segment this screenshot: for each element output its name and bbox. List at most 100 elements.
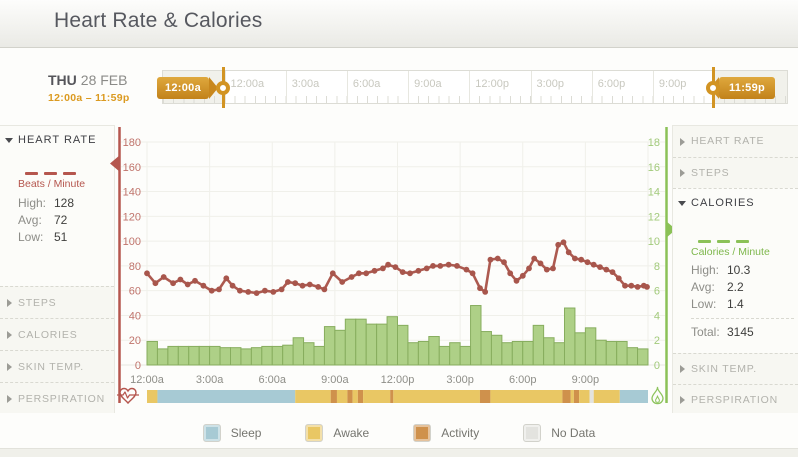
right-axis: 0 2 4 6 8 10 12 14 16 18 <box>648 137 660 372</box>
svg-text:6:00p: 6:00p <box>509 374 537 386</box>
svg-text:12:00p: 12:00p <box>381 374 415 386</box>
stat-value: 3145 <box>727 325 754 339</box>
slider-tick-label: 12:00p <box>475 78 509 90</box>
legend-item-nodata: No Data <box>523 424 595 442</box>
stat-label: High: <box>18 195 47 210</box>
slider-tick-label: 6:00a <box>352 78 381 90</box>
svg-text:20: 20 <box>129 335 141 347</box>
slider-gridline <box>530 71 532 103</box>
stat-value: 10.3 <box>727 262 751 277</box>
sidebar-item-label: HEART RATE <box>691 135 765 147</box>
chart: 0 20 40 60 80 100 120 140 160 180 0 2 4 6 8 10 12 14 16 18 1… <box>110 127 676 405</box>
legend-label: No Data <box>551 426 596 440</box>
calories-stats: High: 10.3 Avg: 2.2 Low: 1.4 Total: 3145 <box>691 261 794 341</box>
slider-gridline <box>591 71 593 103</box>
sidebar-item-skin-temp[interactable]: SKIN TEMP. <box>0 350 114 382</box>
sidebar-item-calories[interactable]: CALORIES <box>0 318 114 350</box>
right-sidebar: HEART RATE STEPS CALORIES Calories / Minu… <box>672 125 798 413</box>
svg-text:80: 80 <box>129 261 141 273</box>
legend-label: Activity <box>441 426 480 440</box>
sidebar-item-label: PERSPIRATION <box>691 394 779 406</box>
sidebar-item-heart-rate[interactable]: HEART RATE <box>673 126 798 157</box>
legend-swatch-activity <box>413 424 432 442</box>
time-slider-minor-ticks <box>163 96 787 103</box>
expand-arrow-icon <box>680 137 685 146</box>
expand-arrow-icon <box>7 362 12 371</box>
sidebar-item-steps[interactable]: STEPS <box>0 286 114 318</box>
slider-end-badge[interactable]: 11:59p <box>710 77 775 99</box>
time-slider-track[interactable]: 12:00a 3:00a 6:00a 9:00a 12:00p 3:00p 6:00p 9:0… <box>157 67 788 108</box>
stat-value: 128 <box>54 195 75 210</box>
svg-text:10: 10 <box>648 236 660 248</box>
stat-value: 2.2 <box>727 279 744 294</box>
legend-item-awake: Awake <box>305 424 369 442</box>
sidebar-item-steps[interactable]: STEPS <box>673 157 798 188</box>
svg-text:60: 60 <box>129 286 141 298</box>
stat-label: Total: <box>691 325 720 339</box>
svg-text:180: 180 <box>123 137 141 149</box>
svg-text:4: 4 <box>654 310 660 322</box>
sidebar-item-perspiration[interactable]: PERSPIRATION <box>0 382 114 414</box>
heart-rate-stats: High: 128 Avg: 72 Low: 51 <box>18 194 110 245</box>
legend-swatch-awake <box>305 424 324 442</box>
sidebar-item-label: CALORIES <box>18 329 78 341</box>
right-sidebar-items-top: HEART RATE STEPS <box>673 126 798 188</box>
legend-label: Awake <box>333 426 370 440</box>
slider-gridline <box>469 71 471 103</box>
svg-text:0: 0 <box>135 360 141 372</box>
left-axis: 0 20 40 60 80 100 120 140 160 180 <box>123 137 141 372</box>
svg-text:40: 40 <box>129 310 141 322</box>
right-axis-marker <box>666 221 676 238</box>
page-title: Heart Rate & Calories <box>54 9 263 32</box>
heart-rate-panel-header[interactable]: HEART RATE <box>0 126 114 146</box>
heart-rate-unit-label: Beats / Minute <box>18 178 86 190</box>
calories-unit-label: Calories / Minute <box>691 246 770 258</box>
calorie-bars <box>146 305 649 366</box>
x-axis: 12:00a 3:00a 6:00a 9:00a 12:00p 3:00p 6:00p 9:0… <box>130 374 599 386</box>
time-range-label: 12:00a – 11:59p <box>48 92 130 104</box>
sidebar-item-perspiration[interactable]: PERSPIRATION <box>673 384 798 415</box>
svg-text:12:00a: 12:00a <box>130 374 165 386</box>
activity-strip <box>147 390 648 403</box>
stat-label: Low: <box>18 229 44 244</box>
svg-text:12: 12 <box>648 211 660 223</box>
svg-text:8: 8 <box>654 261 660 273</box>
heart-rate-series-swatch <box>25 162 82 180</box>
heart-rate-panel: HEART RATE Beats / Minute High: 128 Avg: 72… <box>0 126 114 286</box>
date-line: THU 28 FEB <box>48 72 130 88</box>
slider-start-badge[interactable]: 12:00a <box>157 77 218 99</box>
slider-end-handle[interactable] <box>706 81 720 95</box>
svg-text:9:00p: 9:00p <box>572 374 600 386</box>
svg-text:9:00a: 9:00a <box>321 374 349 386</box>
slider-tick-label: 3:00p <box>536 78 565 90</box>
flame-icon <box>651 386 664 405</box>
svg-text:100: 100 <box>123 236 141 248</box>
expand-arrow-icon <box>680 396 685 404</box>
slider-start-handle[interactable] <box>216 81 230 95</box>
expand-arrow-icon <box>680 169 685 177</box>
svg-text:2: 2 <box>654 335 660 347</box>
expand-arrow-icon <box>680 365 685 373</box>
stat-row-total: Total: 3145 <box>691 318 794 341</box>
legend-item-activity: Activity <box>413 424 479 442</box>
collapse-arrow-icon <box>678 201 686 206</box>
legend-swatch-sleep <box>202 424 221 442</box>
sidebar-item-label: PERSPIRATION <box>18 393 106 405</box>
legend-label: Sleep <box>230 426 262 440</box>
sidebar-item-skin-temp[interactable]: SKIN TEMP. <box>673 353 798 384</box>
calories-panel-header[interactable]: CALORIES <box>673 189 798 209</box>
slider-tick-label: 3:00a <box>291 78 320 90</box>
svg-text:120: 120 <box>123 211 141 223</box>
activity-legend: Sleep Awake Activity No Data <box>0 424 798 442</box>
left-sidebar: HEART RATE Beats / Minute High: 128 Avg: 72… <box>0 125 115 413</box>
svg-text:160: 160 <box>123 162 141 174</box>
svg-text:14: 14 <box>648 187 660 199</box>
stat-label: Avg: <box>691 279 715 294</box>
svg-text:6: 6 <box>654 286 660 298</box>
heart-rate-panel-title: HEART RATE <box>18 134 97 146</box>
svg-text:18: 18 <box>648 137 660 149</box>
stat-row-avg: Avg: 2.2 <box>691 278 794 295</box>
slider-tick-label: 12:00a <box>230 78 265 90</box>
svg-text:3:00p: 3:00p <box>446 374 474 386</box>
